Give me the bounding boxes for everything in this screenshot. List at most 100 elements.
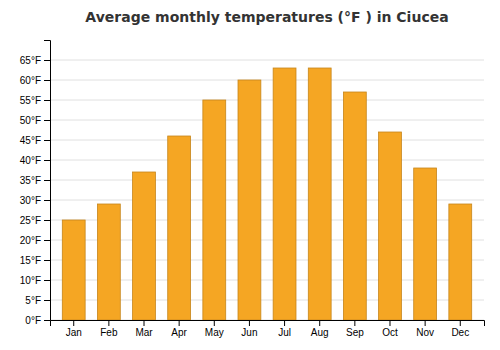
y-tick-label: 20°F [20,235,41,246]
x-tick-mark [425,320,426,326]
y-tick-mark [44,60,50,61]
y-tick-label: 65°F [20,55,41,66]
y-tick: 0°F [25,315,50,326]
x-tick-mark [460,320,461,326]
y-axis: 0°F 5°F 10°F 15°F 20°F 25°F 30°F 35°F 40°F 45°F 50… [20,41,51,326]
y-tick: 50°F [20,115,50,126]
y-tick-mark [44,160,50,161]
title: Average monthly temperatures (°F ) in Ci… [85,9,448,25]
x-tick-mark [354,320,355,326]
y-tick-mark [44,140,50,141]
y-tick: 15°F [20,255,50,266]
bar [238,80,261,320]
y-tick-label: 10°F [20,275,41,286]
y-tick-label: 40°F [20,155,41,166]
x-tick-label: Nov [416,327,434,338]
grid-line [50,160,484,161]
x-tick: Jun [241,320,257,338]
y-tick: 25°F [20,215,50,226]
y-tick-mark [44,200,50,201]
x-tick-mark [284,320,285,326]
bar [203,100,226,320]
y-tick-label: 15°F [20,255,41,266]
x-tick-label: Oct [382,327,398,338]
bar [133,172,156,320]
x-tick-mark [249,320,250,326]
y-tick: 10°F [20,275,50,286]
x-tick-mark [214,320,215,326]
x-tick-label: Apr [171,327,187,338]
bar [168,136,191,320]
x-tick-mark [108,320,109,326]
x-tick: Feb [100,320,118,338]
y-tick-label: 35°F [20,175,41,186]
chart-container: 0°F 5°F 10°F 15°F 20°F 25°F 30°F 35°F 40°F 45°F 50… [0,0,500,350]
bar [379,132,402,320]
x-axis: Jan Feb Mar Apr May Jun Jul Aug Sep Oct Nov Dec [51,320,485,338]
x-tick: Jul [278,320,291,338]
x-tick: Mar [135,320,153,338]
x-tick-label: Jun [241,327,257,338]
x-tick: Dec [451,320,469,338]
x-tick: Sep [346,320,364,338]
y-tick-mark [44,300,50,301]
y-tick-mark [44,120,50,121]
x-tick: Aug [311,320,329,338]
bar [308,68,331,320]
y-tick-label: 50°F [20,115,41,126]
x-tick-mark [144,320,145,326]
y-tick: 20°F [20,235,50,246]
y-tick: 45°F [20,135,50,146]
bar [273,68,296,320]
y-tick: 30°F [20,195,50,206]
y-tick-mark [44,220,50,221]
y-tick: 55°F [20,95,50,106]
x-tick-mark [73,320,74,326]
grid-line [50,60,484,61]
x-tick: Oct [382,320,398,338]
y-tick: 60°F [20,75,50,86]
y-tick-label: 55°F [20,95,41,106]
y-tick-label: 45°F [20,135,41,146]
y-tick: 35°F [20,175,50,186]
y-tick-label: 60°F [20,75,41,86]
x-tick-mark [389,320,390,326]
x-tick-label: Feb [100,327,118,338]
x-tick-label: Sep [346,327,364,338]
x-tick: Apr [171,320,187,338]
bar [343,92,366,320]
x-tick-label: Mar [135,327,153,338]
y-axis-line [44,41,51,321]
plot: 0°F 5°F 10°F 15°F 20°F 25°F 30°F 35°F 40°F 45°F 50… [20,41,485,339]
bar [62,220,85,320]
y-tick-label: 30°F [20,195,41,206]
grid-line [50,120,484,121]
x-tick-label: Jan [66,327,82,338]
grid-line [50,140,484,141]
y-tick: 5°F [25,295,50,306]
y-tick-mark [44,320,50,321]
y-tick-mark [44,240,50,241]
x-tick-label: Aug [311,327,329,338]
chart-svg: 0°F 5°F 10°F 15°F 20°F 25°F 30°F 35°F 40°F 45°F 50… [0,0,500,350]
y-tick-mark [44,80,50,81]
bar [97,204,120,320]
y-tick-mark [44,280,50,281]
grid [50,60,484,320]
x-tick: Jan [66,320,82,338]
x-tick-mark [179,320,180,326]
y-tick-label: 0°F [25,315,41,326]
grid-line [50,100,484,101]
x-tick-label: Jul [278,327,291,338]
x-tick: May [205,320,224,338]
y-tick-mark [44,260,50,261]
grid-line [50,80,484,81]
y-tick-label: 5°F [25,295,41,306]
y-tick-mark [44,100,50,101]
y-tick: 65°F [20,55,50,66]
marks [62,68,471,320]
y-tick-mark [44,180,50,181]
x-tick-label: May [205,327,224,338]
x-axis-line [51,321,485,327]
x-tick: Nov [416,320,434,338]
